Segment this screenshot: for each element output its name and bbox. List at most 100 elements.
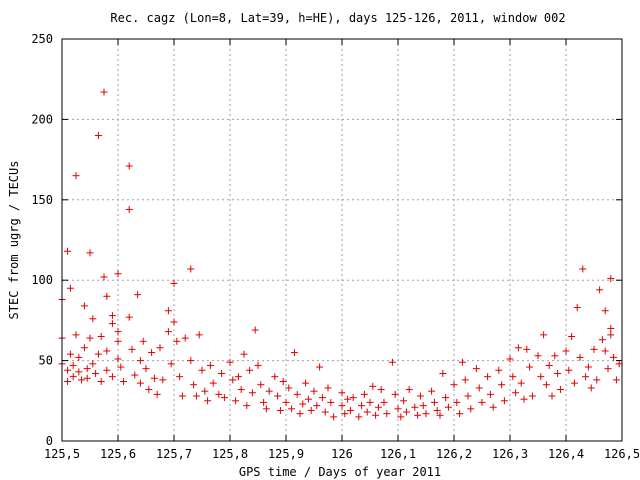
data-point [341,410,349,418]
axis-ticks: 125,5 125,6 125,7 125,8 125,9 126 126,1 126,2 12… [31,32,640,461]
data-point [433,406,441,414]
data-point [97,332,105,340]
data-point [153,390,161,398]
data-point [590,345,598,353]
data-point [607,331,615,339]
data-point [257,381,265,389]
data-point [167,360,175,368]
data-point [94,131,102,139]
data-point [467,405,475,413]
data-point [601,347,609,355]
data-point [344,395,352,403]
data-point [598,336,606,344]
data-point [450,381,458,389]
data-point [103,366,111,374]
data-point [262,405,270,413]
data-point [204,397,212,405]
data-point [103,292,111,300]
data-point [397,413,405,421]
data-point [64,366,72,374]
data-point [338,402,346,410]
data-point [131,371,139,379]
data-point [125,205,133,213]
data-point [579,265,587,273]
y-tick-label: 50 [39,354,53,368]
data-point [285,384,293,392]
data-point [173,337,181,345]
data-point [402,408,410,416]
data-point [86,334,94,342]
data-point [136,379,144,387]
data-point [276,406,284,414]
data-point [520,395,528,403]
data-point [472,365,480,373]
data-point [442,394,450,402]
data-point [411,403,419,411]
x-tick-label: 126,1 [380,447,416,461]
data-point [568,332,576,340]
data-point [86,249,94,257]
data-point [534,352,542,360]
chart-title: Rec. cagz (Lon=8, Lat=39, h=HE), days 12… [110,11,565,25]
data-point [75,368,83,376]
data-point [103,347,111,355]
data-point [274,392,282,400]
data-point [324,384,332,392]
data-point [187,357,195,365]
data-point [607,275,615,283]
data-point [509,373,517,381]
data-point [584,363,592,371]
data-point [170,318,178,326]
data-point [458,358,466,366]
data-point [495,366,503,374]
data-point [394,405,402,413]
data-point [414,411,422,419]
data-point [517,379,525,387]
data-point [226,358,234,366]
data-point [542,381,550,389]
data-point [596,286,604,294]
data-point [439,369,447,377]
data-point [243,402,251,410]
data-point [478,398,486,406]
data-point [246,366,254,374]
data-point [453,398,461,406]
data-point [232,397,240,405]
data-point [64,247,72,255]
data-point [218,369,226,377]
data-point [377,386,385,394]
data-point [80,344,88,352]
data-point [456,410,464,418]
data-point [254,361,262,369]
data-point [327,398,335,406]
data-point [512,389,520,397]
data-point [310,387,318,395]
data-point [69,361,77,369]
data-point [108,312,116,320]
data-point [114,337,122,345]
data-point [604,365,612,373]
data-point [318,394,326,402]
data-point [313,402,321,410]
data-point [316,363,324,371]
data-point [419,402,427,410]
data-point [192,392,200,400]
data-point [307,406,315,414]
data-point [117,363,125,371]
data-point [150,374,158,382]
data-point [260,398,268,406]
data-point [484,373,492,381]
y-tick-label: 150 [31,193,53,207]
data-point [464,392,472,400]
data-point [80,302,88,310]
data-point [195,331,203,339]
data-point [537,373,545,381]
x-tick-label: 126,5 [604,447,640,461]
data-point [607,324,615,332]
data-point [145,386,153,394]
data-point [587,384,595,392]
data-point [229,376,237,384]
data-point [72,172,80,180]
data-point [366,398,374,406]
